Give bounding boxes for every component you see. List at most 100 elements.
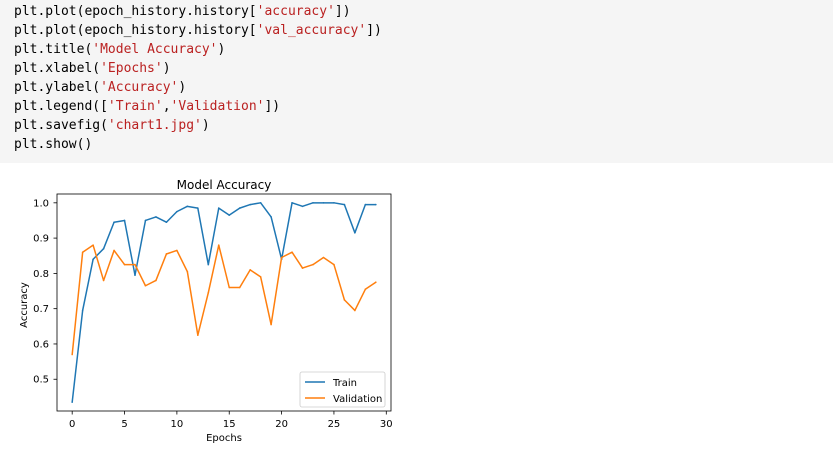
code-string: 'Accuracy' xyxy=(100,80,179,95)
x-tick-label: 0 xyxy=(69,419,75,430)
data-point-validation xyxy=(186,270,189,273)
data-point-train xyxy=(312,202,314,204)
data-point-train xyxy=(354,232,356,234)
legend-label-validation: Validation xyxy=(333,394,382,405)
code-line: plt.plot(epoch_history.history['accuracy… xyxy=(14,2,382,21)
output-area: Model Accuracy 0 5 10 15 20 25 30 0.5 0.6 0.7 0.8 0… xyxy=(0,163,833,453)
code-token: ]) xyxy=(264,99,281,114)
code-token: ]) xyxy=(366,23,382,38)
code-token: ]) xyxy=(334,4,351,19)
data-point-validation xyxy=(270,323,272,326)
y-tick-label: 0.7 xyxy=(33,304,49,315)
data-point-train xyxy=(123,219,126,222)
data-point-train xyxy=(144,219,147,222)
data-point-validation xyxy=(134,263,136,266)
code-token: plt.xlabel( xyxy=(14,61,101,76)
data-point-validation xyxy=(217,244,220,246)
code-token: plt.savefig( xyxy=(14,118,108,133)
code-line: plt.legend(['Train','Validation']) xyxy=(14,97,382,116)
code-string: 'val_accuracy' xyxy=(256,23,367,38)
data-point-validation xyxy=(312,263,314,266)
x-tick-label: 25 xyxy=(328,419,341,430)
data-point-validation xyxy=(92,244,94,246)
code-string: 'chart1.jpg' xyxy=(107,118,202,133)
data-point-train xyxy=(176,210,178,213)
data-point-train xyxy=(155,216,157,218)
data-point-train xyxy=(71,401,73,403)
code-line: plt.show() xyxy=(14,135,382,154)
data-point-train xyxy=(165,221,168,224)
data-point-train xyxy=(228,214,231,216)
data-point-validation xyxy=(375,281,377,284)
data-point-validation xyxy=(197,334,199,336)
x-tick-label: 15 xyxy=(223,419,236,430)
data-point-train xyxy=(186,205,189,208)
y-tick-label: 0.8 xyxy=(33,269,49,280)
code-line: plt.xlabel('Epochs') xyxy=(14,59,382,78)
code-token: ) xyxy=(162,61,171,76)
code-token: plt.plot(epoch_history.history[ xyxy=(14,4,257,19)
data-point-validation xyxy=(144,284,147,287)
data-point-train xyxy=(113,221,115,224)
code-token: plt.show() xyxy=(14,137,93,152)
code-editor[interactable]: plt.plot(epoch_history.history['accuracy… xyxy=(14,2,382,154)
series-line-train xyxy=(71,202,376,403)
data-point-train xyxy=(364,203,367,206)
data-point-validation xyxy=(301,267,304,269)
data-point-validation xyxy=(291,251,293,254)
code-line: plt.plot(epoch_history.history['val_accu… xyxy=(14,21,382,40)
code-string: 'Model Accuracy' xyxy=(92,42,218,57)
data-point-train xyxy=(270,216,272,218)
data-point-train xyxy=(322,202,325,204)
data-point-validation xyxy=(165,253,168,255)
data-point-train xyxy=(197,207,199,209)
code-token: plt.legend([ xyxy=(14,99,108,114)
accuracy-chart: Model Accuracy 0 5 10 15 20 25 30 0.5 0.6 0.7 0.8 0… xyxy=(19,178,393,444)
data-point-train xyxy=(238,207,241,209)
code-token: ) xyxy=(201,118,210,133)
code-string: 'Validation' xyxy=(170,99,265,114)
x-tick-label: 30 xyxy=(380,419,393,430)
data-point-train xyxy=(217,207,220,209)
code-string: 'accuracy' xyxy=(256,4,335,19)
data-point-train xyxy=(333,202,335,204)
data-point-train xyxy=(375,203,377,206)
code-token: plt.plot(epoch_history.history[ xyxy=(14,23,257,38)
code-line: plt.title('Model Accuracy') xyxy=(14,40,382,59)
legend: Train Validation xyxy=(299,371,386,408)
y-tick-label: 0.6 xyxy=(33,339,49,350)
data-point-train xyxy=(207,263,210,266)
data-point-validation xyxy=(249,269,251,271)
data-point-validation xyxy=(333,263,335,266)
x-tick-label: 5 xyxy=(121,419,127,430)
data-point-validation xyxy=(81,251,84,254)
x-axis-label: Epochs xyxy=(206,433,242,444)
data-point-validation xyxy=(280,256,283,259)
y-axis-label: Accuracy xyxy=(19,282,30,328)
data-point-validation xyxy=(322,256,325,259)
code-line: plt.savefig('chart1.jpg') xyxy=(14,116,382,135)
data-point-train xyxy=(102,247,105,250)
code-token: plt.title( xyxy=(14,42,93,57)
y-tick-label: 0.9 xyxy=(33,234,49,245)
code-cell[interactable]: plt.plot(epoch_history.history['accuracy… xyxy=(0,0,833,163)
data-point-validation xyxy=(102,279,105,282)
code-string: 'Epochs' xyxy=(100,61,163,76)
data-point-validation xyxy=(259,276,262,278)
data-point-validation xyxy=(228,286,231,289)
data-point-train xyxy=(134,274,136,276)
data-point-validation xyxy=(123,263,126,266)
code-line: plt.ylabel('Accuracy') xyxy=(14,78,382,97)
data-point-validation xyxy=(354,309,356,312)
x-tick-label: 10 xyxy=(171,419,184,430)
data-point-validation xyxy=(71,353,73,356)
data-point-validation xyxy=(176,249,178,252)
code-token: , xyxy=(162,99,171,114)
data-point-train xyxy=(291,202,293,204)
x-tick-label: 20 xyxy=(275,419,288,430)
legend-label-train: Train xyxy=(332,378,357,389)
data-point-validation xyxy=(343,299,346,301)
data-point-validation xyxy=(238,286,241,289)
data-point-train xyxy=(92,258,94,261)
code-string: 'Train' xyxy=(107,99,163,114)
